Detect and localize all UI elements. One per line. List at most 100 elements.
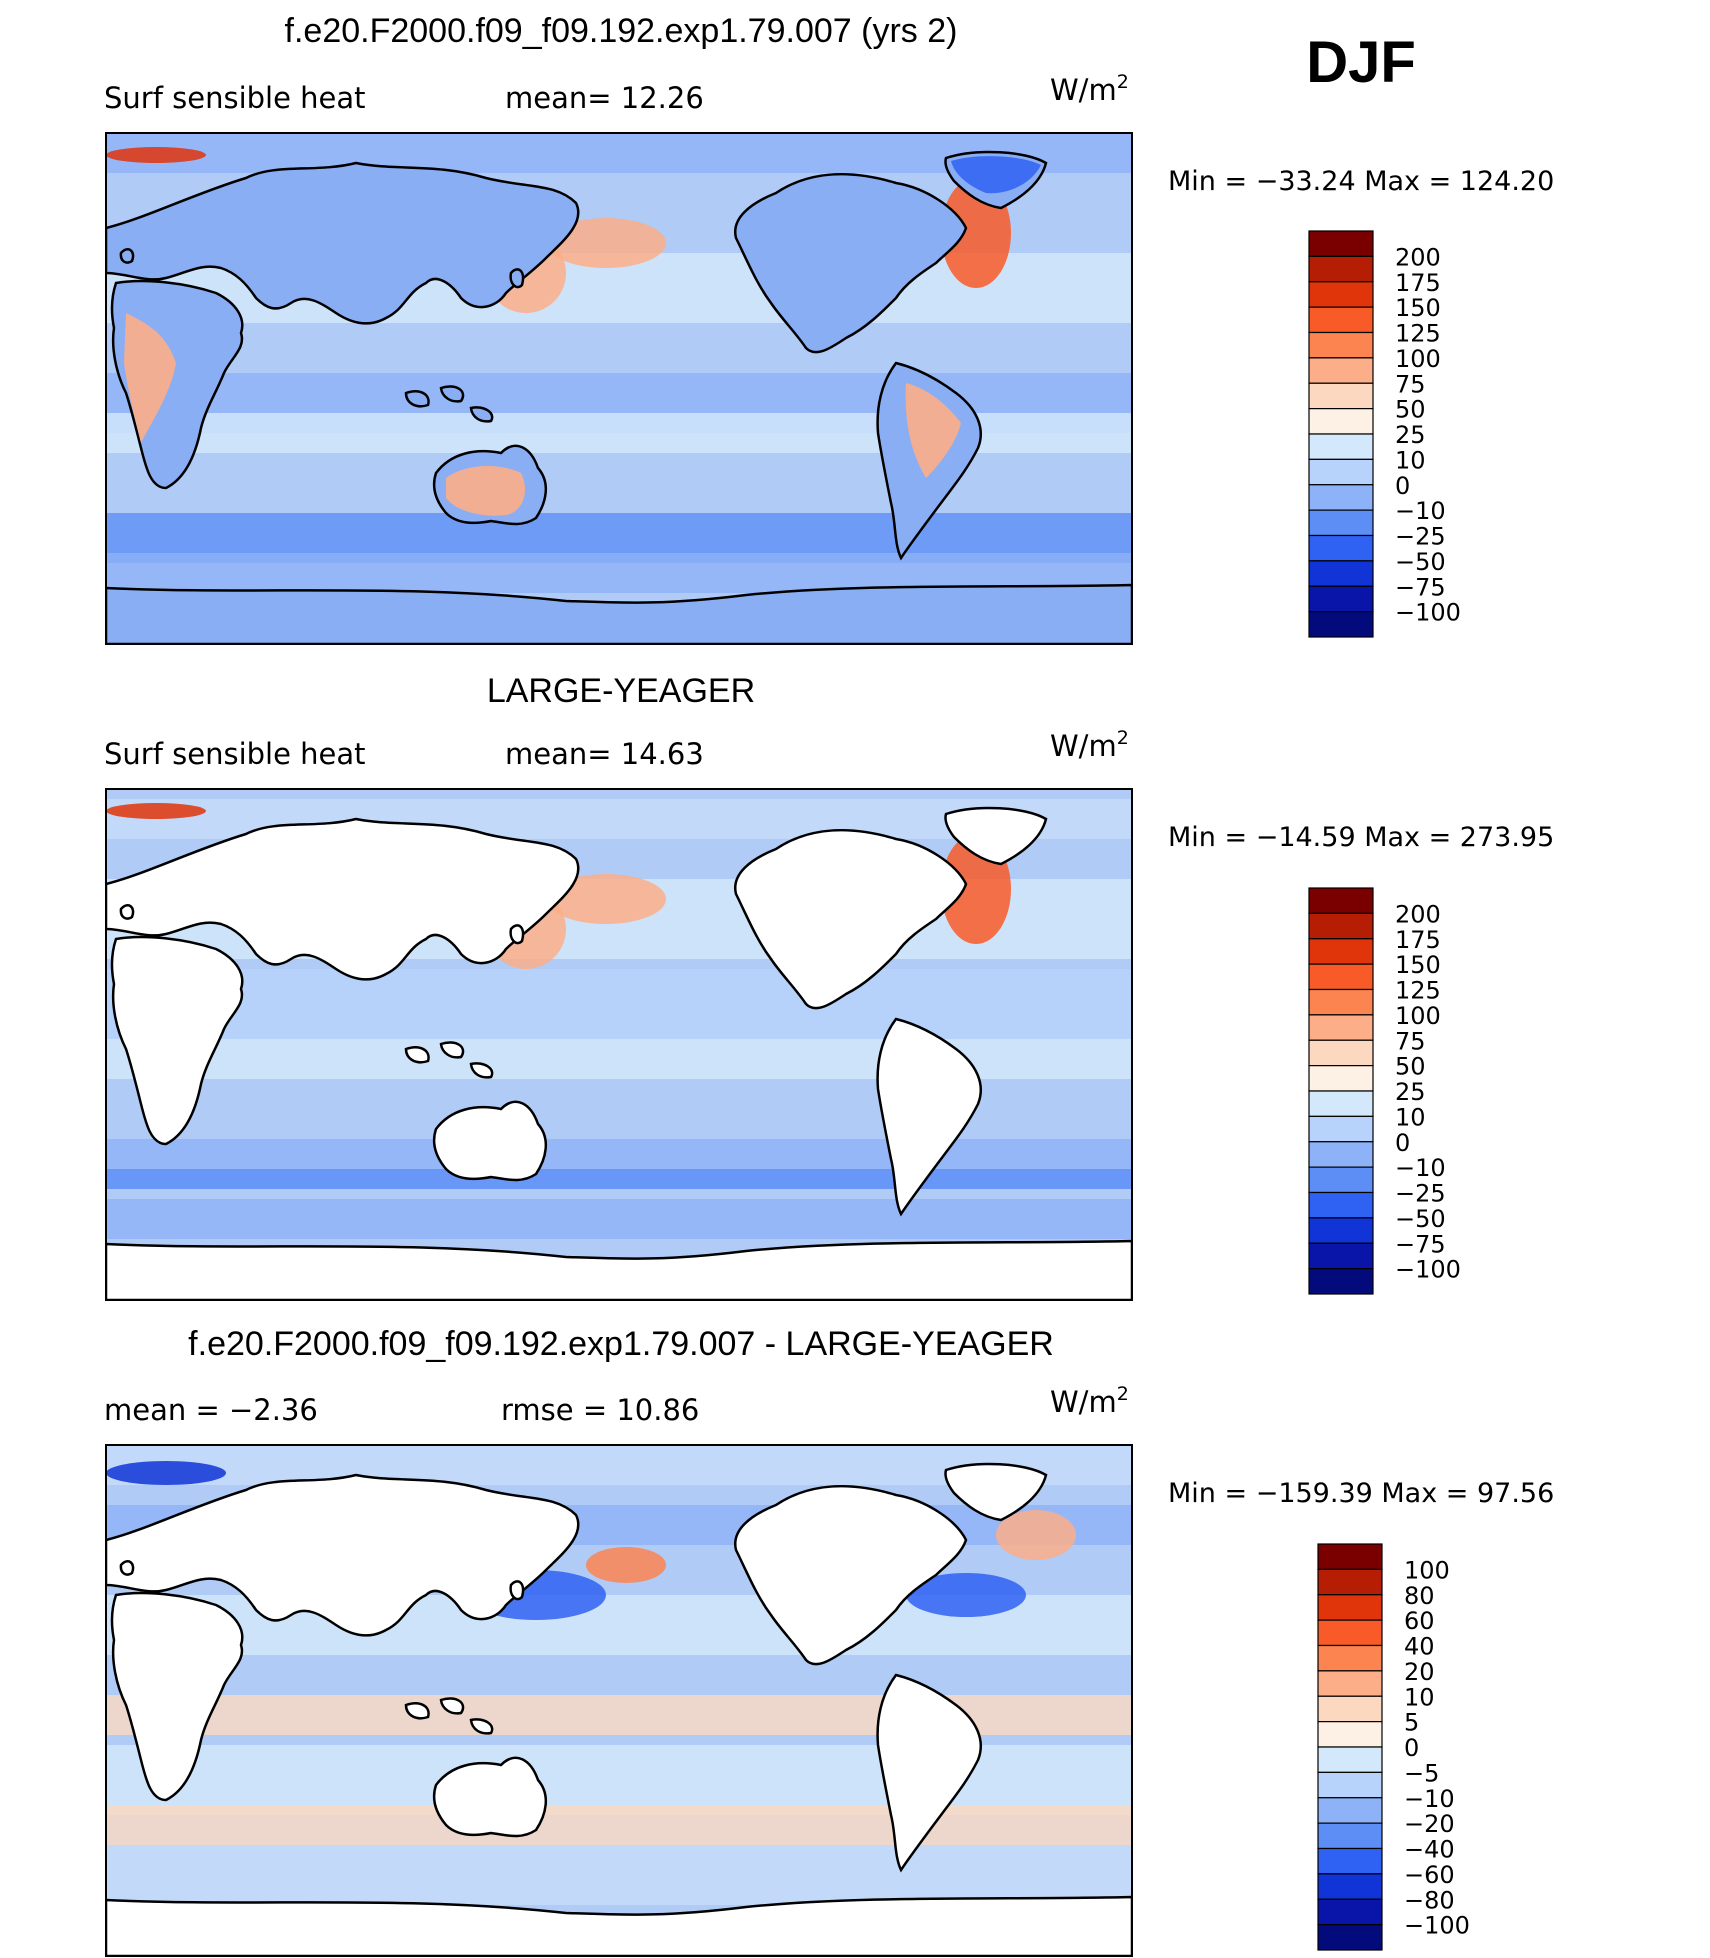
colorbar-label: 50 xyxy=(1395,396,1426,424)
center-label: mean= 12.26 xyxy=(505,81,704,115)
units-label: W/m2 xyxy=(1050,1383,1129,1419)
colorbar-label: 10 xyxy=(1404,1683,1435,1711)
colorbar-swatch xyxy=(1308,230,1374,257)
colorbar-swatch xyxy=(1308,255,1374,283)
colorbar-label: 75 xyxy=(1395,370,1426,398)
colorbar-swatch xyxy=(1308,331,1374,359)
colorbar-swatch xyxy=(1317,1670,1383,1697)
colorbar-label: 80 xyxy=(1404,1582,1435,1610)
colorbar-swatch xyxy=(1308,988,1374,1016)
colorbar-label: −5 xyxy=(1404,1759,1439,1787)
colorbar-label: 100 xyxy=(1404,1556,1450,1584)
minmax-label: Min = −159.39 Max = 97.56 xyxy=(1168,1478,1554,1509)
left-label: Surf sensible heat xyxy=(104,81,366,115)
colorbar-swatch xyxy=(1308,433,1374,460)
colorbar-label: 200 xyxy=(1395,900,1441,928)
colorbar-label: 200 xyxy=(1395,243,1441,271)
left-label: Surf sensible heat xyxy=(104,737,366,771)
colorbar-swatch xyxy=(1308,963,1374,991)
map-plot xyxy=(105,132,1133,645)
colorbar-label: 175 xyxy=(1395,926,1441,954)
colorbar-label: 25 xyxy=(1395,421,1426,449)
colorbar-label: −60 xyxy=(1404,1861,1455,1889)
map-frame xyxy=(105,788,1133,1301)
colorbar-label: 60 xyxy=(1404,1607,1435,1635)
colorbar-label: −10 xyxy=(1404,1785,1455,1813)
colorbar-label: −75 xyxy=(1395,573,1446,601)
panel-2: LARGE-YEAGER Surf sensible heat mean= 14.6… xyxy=(104,672,1554,1301)
colorbar-label: 20 xyxy=(1404,1658,1435,1686)
colorbar-label: 10 xyxy=(1395,1103,1426,1131)
season-title: DJF xyxy=(1306,30,1416,95)
colorbar-label: 10 xyxy=(1395,446,1426,474)
colorbar-label: −25 xyxy=(1395,1180,1446,1208)
colorbar-swatch xyxy=(1317,1619,1383,1647)
colorbar-swatch xyxy=(1308,509,1374,537)
colorbar-swatch xyxy=(1308,611,1374,638)
colorbar-label: −75 xyxy=(1395,1230,1446,1258)
colorbar-swatch xyxy=(1317,1543,1383,1570)
colorbar-swatch xyxy=(1317,1873,1383,1900)
colorbar-label: −80 xyxy=(1404,1886,1455,1914)
colorbar-swatch xyxy=(1308,1141,1374,1168)
colorbar-swatch xyxy=(1308,357,1374,384)
colorbar-label: −10 xyxy=(1395,497,1446,525)
panel-title: f.e20.F2000.f09_f09.192.exp1.79.007 (yrs… xyxy=(285,12,958,50)
colorbar-swatch xyxy=(1308,1191,1374,1219)
map-plot xyxy=(105,1444,1133,1957)
colorbar-swatch xyxy=(1308,1115,1374,1143)
colorbar-swatch xyxy=(1317,1924,1383,1951)
map-frame xyxy=(105,1444,1133,1957)
units-label: W/m2 xyxy=(1050,71,1129,107)
colorbar-swatch xyxy=(1317,1746,1383,1773)
colorbar-swatch xyxy=(1317,1721,1383,1748)
colorbar-swatch xyxy=(1308,1014,1374,1041)
colorbar-label: 125 xyxy=(1395,320,1441,348)
panel-1: f.e20.F2000.f09_f09.192.exp1.79.007 (yrs… xyxy=(104,12,1554,645)
colorbar-swatch xyxy=(1308,281,1374,308)
panel-title: LARGE-YEAGER xyxy=(487,672,755,710)
minmax-label: Min = −14.59 Max = 273.95 xyxy=(1168,822,1554,853)
colorbar-swatch xyxy=(1308,887,1374,914)
colorbar-label: −40 xyxy=(1404,1836,1455,1864)
colorbar-label: −50 xyxy=(1395,548,1446,576)
colorbar-label: −100 xyxy=(1404,1912,1470,1940)
colorbar-label: 150 xyxy=(1395,294,1441,322)
colorbar-swatch xyxy=(1308,534,1374,562)
colorbar-swatch xyxy=(1308,484,1374,511)
colorbar-swatch xyxy=(1317,1594,1383,1621)
colorbar-swatch xyxy=(1308,408,1374,435)
colorbar-label: 0 xyxy=(1395,1129,1410,1157)
colorbar-swatch xyxy=(1317,1771,1383,1799)
colorbar-swatch xyxy=(1308,382,1374,410)
minmax-label: Min = −33.24 Max = 124.20 xyxy=(1168,166,1554,197)
units-label: W/m2 xyxy=(1050,727,1129,763)
colorbar-label: 100 xyxy=(1395,345,1441,373)
colorbar-swatch xyxy=(1308,938,1374,965)
colorbar-label: −50 xyxy=(1395,1205,1446,1233)
colorbar-label: −25 xyxy=(1395,523,1446,551)
colorbar-swatch xyxy=(1308,912,1374,940)
colorbar-swatch xyxy=(1317,1898,1383,1926)
panels-root: f.e20.F2000.f09_f09.192.exp1.79.007 (yrs… xyxy=(104,12,1554,1957)
colorbar-label: 100 xyxy=(1395,1002,1441,1030)
colorbar-label: −100 xyxy=(1395,599,1461,627)
colorbar-swatch xyxy=(1308,458,1374,486)
colorbar-swatch xyxy=(1308,1065,1374,1092)
colorbar-swatch xyxy=(1308,1039,1374,1067)
panel-3: f.e20.F2000.f09_f09.192.exp1.79.007 - LA… xyxy=(104,1325,1554,1957)
colorbar-label: 5 xyxy=(1404,1709,1419,1737)
colorbar-swatch xyxy=(1308,1242,1374,1270)
colorbar-label: 25 xyxy=(1395,1078,1426,1106)
colorbar-label: 175 xyxy=(1395,269,1441,297)
colorbar-swatch xyxy=(1308,1166,1374,1194)
colorbar-swatch xyxy=(1317,1568,1383,1596)
colorbar-swatch xyxy=(1308,1268,1374,1295)
panel-title: f.e20.F2000.f09_f09.192.exp1.79.007 - LA… xyxy=(188,1325,1054,1363)
colorbar-swatch xyxy=(1317,1847,1383,1875)
colorbar-label: 150 xyxy=(1395,951,1441,979)
map-frame xyxy=(105,132,1133,645)
